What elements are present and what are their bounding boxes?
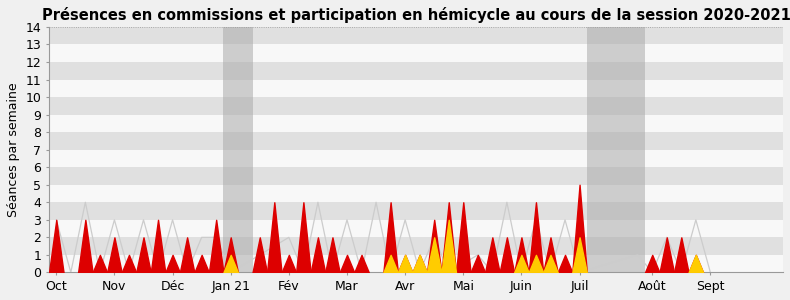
Bar bbox=[587, 27, 645, 272]
Title: Présences en commissions et participation en hémicycle au cours de la session 20: Présences en commissions et participatio… bbox=[42, 7, 790, 23]
Bar bbox=[224, 27, 253, 272]
Bar bbox=[49, 150, 783, 167]
Bar bbox=[49, 255, 783, 272]
Bar bbox=[49, 202, 783, 220]
Bar bbox=[49, 167, 783, 185]
Bar bbox=[49, 27, 783, 44]
Bar bbox=[49, 185, 783, 202]
Bar bbox=[49, 132, 783, 150]
Bar bbox=[49, 115, 783, 132]
Bar bbox=[49, 97, 783, 115]
Bar bbox=[49, 62, 783, 80]
Bar bbox=[49, 80, 783, 97]
Bar bbox=[49, 44, 783, 62]
Y-axis label: Séances par semaine: Séances par semaine bbox=[7, 82, 20, 217]
Bar bbox=[49, 237, 783, 255]
Bar bbox=[49, 220, 783, 237]
